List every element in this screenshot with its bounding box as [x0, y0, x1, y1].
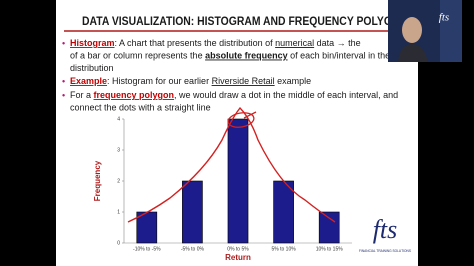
bullet-dot: •	[62, 38, 65, 48]
bullet-dot: •	[62, 76, 65, 86]
text-run: distribution	[70, 63, 114, 73]
x-tick-label: 5% to 10%	[272, 246, 297, 252]
y-tick-label: 3	[117, 147, 120, 153]
webcam-body	[398, 44, 428, 62]
bullet-line: connect the dots with a straight line	[70, 103, 211, 113]
text-run: of a bar or column represents the	[70, 51, 205, 61]
bullet-dot: •	[62, 90, 65, 100]
x-axis-label: Return	[225, 253, 251, 262]
chart: 0 1 2 3 4 -10% to -5% -5% to 0% 0% to 5% 5% to 1…	[93, 116, 352, 262]
text-run: absolute frequency	[205, 51, 288, 61]
text-run: connect the dots with a straight line	[70, 103, 211, 113]
bar	[182, 180, 203, 244]
webcam-face	[402, 17, 422, 43]
bar	[227, 118, 249, 244]
bar	[273, 180, 294, 244]
logo-tagline: FINANCIAL TRAINING SOLUTIONS	[359, 249, 411, 253]
bullet-line: of a bar or column represents the absolu…	[70, 51, 390, 61]
hand-drawn-circle	[227, 112, 255, 128]
y-tick-label: 0	[117, 240, 120, 246]
text-run: numerical	[275, 38, 314, 48]
bullet-line: Example: Histogram for our earlier River…	[70, 76, 311, 86]
y-axis-label: Frequency	[93, 160, 102, 201]
text-run: , we would draw a dot in the middle of e…	[174, 90, 398, 100]
text-run: For a	[70, 90, 94, 100]
hand-drawn-stroke	[243, 111, 257, 119]
text-run: example	[275, 76, 312, 86]
bullet-list: • Histogram: A chart that presents the di…	[62, 38, 398, 113]
text-run: frequency polygon	[94, 90, 175, 100]
logo-brand: fts	[373, 215, 398, 244]
text-run: data → the	[314, 38, 361, 48]
bullet-line: Histogram: A chart that presents the dis…	[70, 38, 361, 48]
bar	[318, 211, 340, 244]
text-run: Riverside Retail	[212, 76, 275, 86]
text-run: Example	[70, 76, 107, 86]
text-run: of each bin/interval in the	[288, 51, 391, 61]
x-tick-label: -10% to -5%	[133, 246, 161, 252]
x-tick-label: -5% to 0%	[181, 246, 205, 252]
webcam-bg	[440, 0, 462, 62]
slide-title: DATA VISUALIZATION: HISTOGRAM AND FREQUE…	[82, 14, 400, 28]
y-tick-label: 2	[117, 178, 120, 184]
hand-drawn-polygon	[127, 106, 336, 223]
y-tick-label: 4	[117, 116, 120, 122]
text-run: Histogram	[70, 38, 115, 48]
y-tick-label: 1	[117, 209, 120, 215]
bullet-line: distribution	[70, 63, 114, 73]
bullet-line: For a frequency polygon, we would draw a…	[70, 90, 398, 100]
webcam-logo: fts	[439, 12, 449, 24]
text-run: : Histogram for our earlier	[107, 76, 212, 86]
x-tick-label: 10% to 15%	[316, 246, 344, 252]
text-run: : A chart that presents the distribution…	[115, 38, 276, 48]
x-tick-label: 0% to 5%	[227, 246, 249, 252]
